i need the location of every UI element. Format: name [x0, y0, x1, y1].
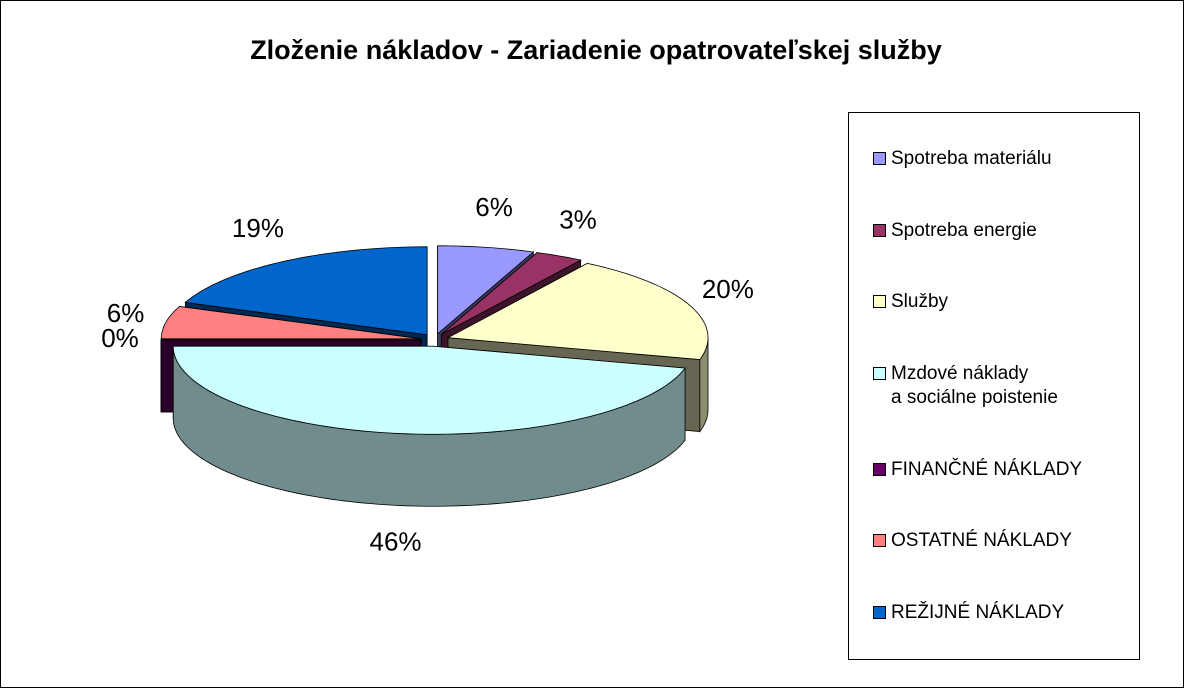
legend-swatch — [873, 462, 886, 476]
data-label: 19% — [232, 213, 284, 243]
legend-label: Spotreba energie — [891, 219, 1037, 241]
legend-swatch — [873, 223, 886, 237]
legend-label: Služby — [891, 291, 949, 313]
pie-slice — [441, 252, 582, 335]
legend-swatch — [873, 366, 886, 380]
legend-item: Služby — [873, 290, 1139, 314]
legend-swatch — [873, 534, 886, 548]
legend-item: Spotreba energie — [873, 219, 1139, 243]
pie-slice — [184, 246, 428, 336]
data-label: 3% — [559, 204, 597, 234]
legend-swatch — [873, 606, 886, 620]
data-label: 6% — [475, 192, 513, 222]
data-label: 20% — [702, 274, 754, 304]
legend: Spotreba materiálu Spotreba energie Služby… — [848, 112, 1140, 660]
pie-slice — [437, 245, 535, 335]
data-label: 46% — [369, 526, 421, 556]
pie-slice — [160, 306, 422, 340]
legend-item: Mzdové náklady a sociálne poistenie — [873, 362, 1139, 410]
legend-item: Spotreba materiálu — [873, 147, 1139, 171]
chart-title: Zloženie nákladov - Zariadenie opatrovat… — [250, 35, 942, 65]
legend-label: REŽIJNÉ NÁKLADY — [891, 602, 1065, 624]
legend-item: OSTATNÉ NÁKLADY — [873, 529, 1139, 553]
legend-label: Spotreba materiálu — [891, 147, 1052, 169]
pie-slice — [446, 262, 709, 360]
data-label: 6% — [107, 298, 145, 328]
pie-tops — [160, 245, 709, 435]
pie-slice — [172, 345, 686, 435]
legend-label: OSTATNÉ NÁKLADY — [891, 530, 1072, 552]
legend-swatch — [873, 295, 886, 309]
legend-item: FINANČNÉ NÁKLADY — [873, 458, 1139, 482]
legend-label: FINANČNÉ NÁKLADY — [891, 458, 1083, 480]
legend-item: REŽIJNÉ NÁKLADY — [873, 601, 1139, 625]
legend-swatch — [873, 151, 886, 165]
data-label: 0% — [101, 323, 139, 353]
legend-label: Mzdové náklady a sociálne poistenie — [891, 362, 1058, 408]
